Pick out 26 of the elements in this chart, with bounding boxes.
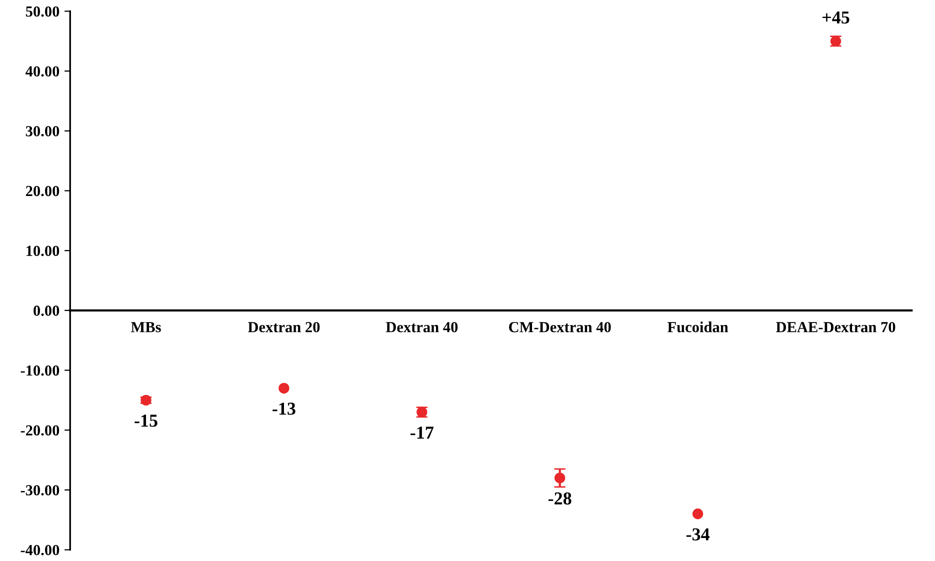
y-tick-label: -10.00 (20, 365, 60, 376)
data-label: -34 (686, 528, 710, 540)
x-tick-label: CM-Dextran 40 (509, 322, 611, 332)
y-tick-label: 30.00 (26, 126, 60, 136)
x-tick-label: DEAE-Dextran 70 (776, 322, 896, 332)
data-label: -17 (410, 426, 434, 439)
y-tick-label: -40.00 (20, 544, 60, 556)
y-tick-label: -30.00 (20, 485, 60, 496)
data-label: -15 (134, 414, 158, 427)
point (554, 472, 566, 484)
y-tick-label: 20.00 (26, 186, 60, 196)
data-label: -28 (548, 492, 572, 505)
data-label: +45 (822, 12, 850, 24)
x-tick-label: Dextran 20 (248, 322, 320, 332)
y-tick-label: -20.00 (20, 425, 60, 436)
y-tick-label: 40.00 (26, 66, 60, 77)
x-tick-label: Fucoidan (668, 322, 728, 332)
point (692, 508, 704, 520)
x-tick-label: Dextran 40 (386, 322, 458, 332)
point (140, 394, 152, 406)
y-tick-label: 10.00 (26, 246, 60, 256)
point (278, 382, 290, 394)
y-tick-label: 0.00 (34, 306, 60, 316)
data-label: -13 (272, 402, 296, 415)
x-tick-label: MBs (130, 322, 161, 332)
y-tick-label: 50.00 (26, 6, 60, 17)
